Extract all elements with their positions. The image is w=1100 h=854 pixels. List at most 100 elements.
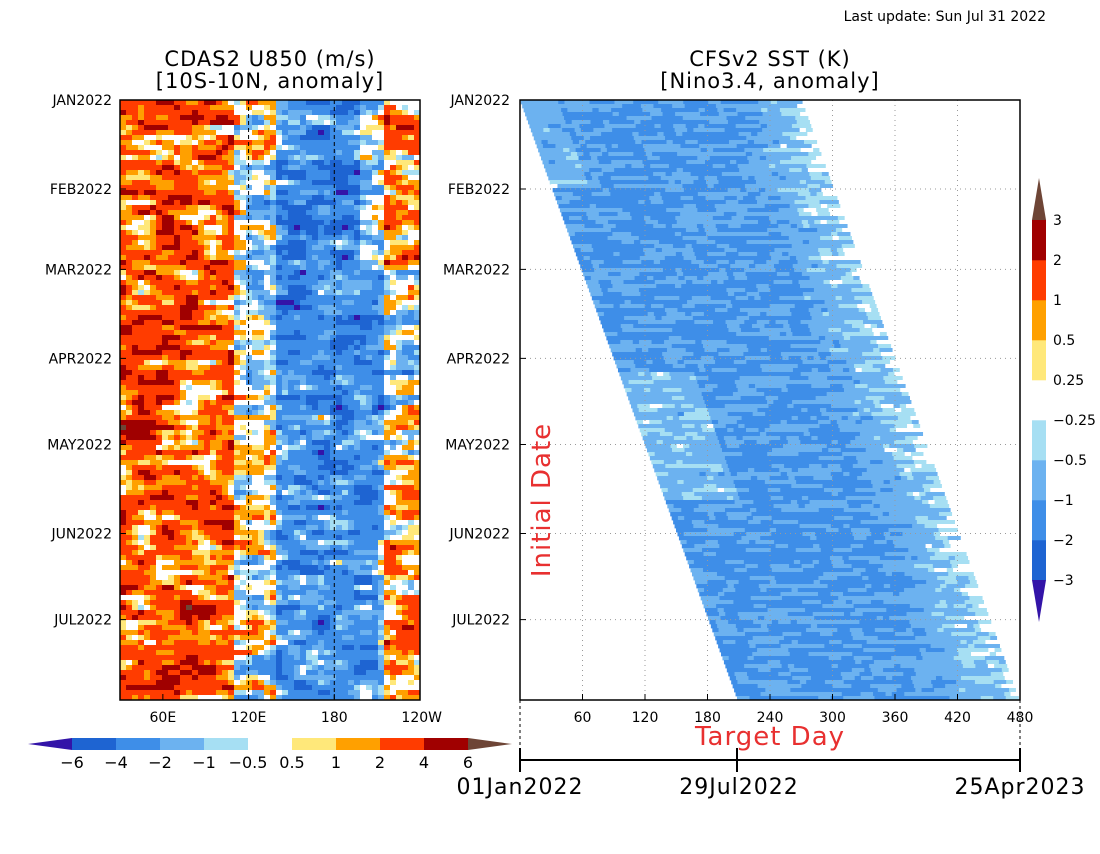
u850-cell (264, 120, 271, 126)
u850-cell (324, 410, 331, 416)
u850-cell (258, 450, 265, 456)
u850-cell (300, 175, 307, 181)
u850-cell (216, 340, 223, 346)
u850-cell (228, 325, 235, 331)
u850-cell (252, 295, 259, 301)
u850-cell (294, 370, 301, 376)
u850-cell (204, 170, 211, 176)
u850-cell (156, 460, 163, 466)
u850-cell (282, 115, 289, 121)
u850-cell (306, 295, 313, 301)
u850-cell (270, 530, 277, 536)
u850-cell (120, 435, 127, 441)
u850-cell (186, 405, 193, 411)
u850-cell (228, 165, 235, 171)
u850-cell (348, 195, 355, 201)
u850-cell (384, 265, 391, 271)
u850-cell (126, 255, 133, 261)
u850-cell (402, 280, 409, 286)
u850-cell (330, 270, 337, 276)
u850-cell (288, 150, 295, 156)
u850-cell (306, 475, 313, 481)
u850-cell (378, 470, 385, 476)
u850-cell (174, 190, 181, 196)
u850-cell (342, 270, 349, 276)
u850-cell (270, 470, 277, 476)
u850-cell (150, 395, 157, 401)
u850-cell (138, 580, 145, 586)
u850-cell (162, 510, 169, 516)
u850-cell (282, 470, 289, 476)
u850-cell (384, 490, 391, 496)
u850-cell (162, 505, 169, 511)
u850-cell (186, 130, 193, 136)
u850-cell (216, 165, 223, 171)
u850-cell (186, 200, 193, 206)
u850-cell (390, 480, 397, 486)
u850-cell (126, 305, 133, 311)
u850-cell (186, 125, 193, 131)
u850-cell (228, 305, 235, 311)
u850-cell (288, 340, 295, 346)
u850-cell (270, 555, 277, 561)
u850-cell (372, 550, 379, 556)
u850-cell (228, 290, 235, 296)
u850-cell (414, 340, 420, 346)
u850-cell (240, 480, 247, 486)
u850-cell (126, 345, 133, 351)
u850-cell (414, 230, 420, 236)
u850-cell (132, 365, 139, 371)
u850-cell (288, 100, 295, 106)
u850-cell (246, 315, 253, 321)
u850-cell (204, 125, 211, 131)
u850-cell (138, 570, 145, 576)
u850-cell (336, 410, 343, 416)
u850-cell (216, 255, 223, 261)
u850-cell (192, 185, 199, 191)
u850-cell (336, 535, 343, 541)
u850-cell (276, 575, 283, 581)
u850-cell (150, 335, 157, 341)
u850-cell (366, 315, 373, 321)
u850-cell (162, 280, 169, 286)
u850-cell (198, 400, 205, 406)
u850-cell (174, 275, 181, 281)
u850-cell (234, 315, 241, 321)
u850-cell (144, 330, 151, 336)
u850-cell (372, 145, 379, 151)
u850-cell (126, 340, 133, 346)
u850-cell (294, 195, 301, 201)
u850-cell (312, 320, 319, 326)
u850-cell (306, 510, 313, 516)
u850-cell (180, 325, 187, 331)
u850-cell (312, 195, 319, 201)
u850-cell (132, 545, 139, 551)
u850-cell (210, 295, 217, 301)
u850-cell (168, 530, 175, 536)
u850-cell (348, 570, 355, 576)
u850-cell (342, 215, 349, 221)
u850-cell (204, 500, 211, 506)
u850-cell (240, 470, 247, 476)
u850-cell (390, 215, 397, 221)
u850-cell (246, 520, 253, 526)
u850-cell (162, 115, 169, 121)
u850-cell (258, 100, 265, 106)
u850-cell (360, 245, 367, 251)
u850-cell (162, 560, 169, 566)
u850-cell (150, 480, 157, 486)
u850-cell (234, 135, 241, 141)
u850-cell (162, 245, 169, 251)
u850-cell (378, 170, 385, 176)
u850-cell (324, 590, 331, 596)
u850-cell (132, 435, 139, 441)
u850-cell (120, 475, 127, 481)
u850-cell (402, 170, 409, 176)
u850-cell (336, 525, 343, 531)
u850-cell (300, 565, 307, 571)
u850-cell (174, 185, 181, 191)
u850-cell (234, 145, 241, 151)
u850-cell (180, 570, 187, 576)
u850-cell (192, 105, 199, 111)
u850-cell (366, 455, 373, 461)
